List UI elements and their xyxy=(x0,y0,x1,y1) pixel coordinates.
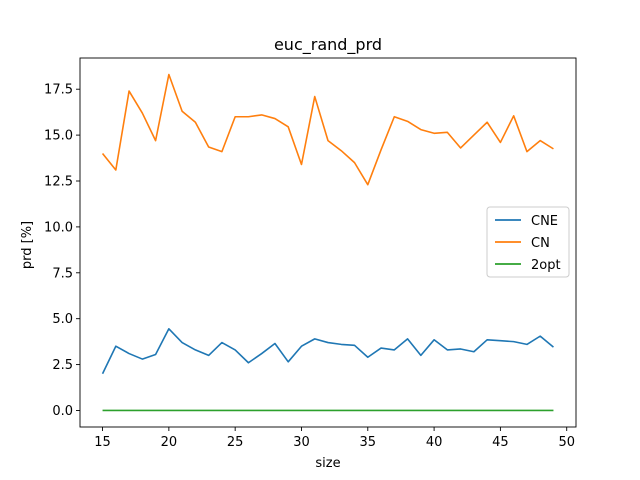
y-tick-label: 10.0 xyxy=(44,220,73,235)
legend-label-cne: CNE xyxy=(531,214,558,229)
x-tick-label: 50 xyxy=(558,435,575,450)
x-tick-label: 25 xyxy=(227,435,244,450)
y-axis-title: prd [%] xyxy=(20,221,35,269)
series-line-cn xyxy=(101,73,554,186)
legend: CNE CN 2opt xyxy=(486,206,570,278)
x-tick-label: 30 xyxy=(293,435,310,450)
y-tick-label: 2.5 xyxy=(52,358,73,373)
x-tick-label: 45 xyxy=(492,435,509,450)
y-tick-label: 5.0 xyxy=(52,312,73,327)
x-tick-label: 40 xyxy=(426,435,443,450)
y-tick-label: 15.0 xyxy=(44,129,73,144)
legend-box xyxy=(486,206,570,278)
legend-label-cn: CN xyxy=(531,236,550,251)
x-tick-label: 35 xyxy=(360,435,377,450)
plot-area: 15 20 25 30 35 40 45 50 0.0 2.5 5.0 7.5 10.0 12.5 15.0… xyxy=(44,57,577,450)
x-tick-label: 15 xyxy=(94,435,111,450)
x-tick-label: 20 xyxy=(161,435,178,450)
y-tick-label: 0.0 xyxy=(52,404,73,419)
y-tick-label: 17.5 xyxy=(44,83,73,98)
series-line-cne xyxy=(101,327,554,375)
y-tick-label: 12.5 xyxy=(44,175,73,190)
y-tick-label: 7.5 xyxy=(52,266,73,281)
chart-title: euc_rand_prd xyxy=(274,35,382,55)
x-axis-title: size xyxy=(315,456,340,471)
legend-label-2opt: 2opt xyxy=(531,258,561,273)
plot-frame xyxy=(79,57,577,428)
